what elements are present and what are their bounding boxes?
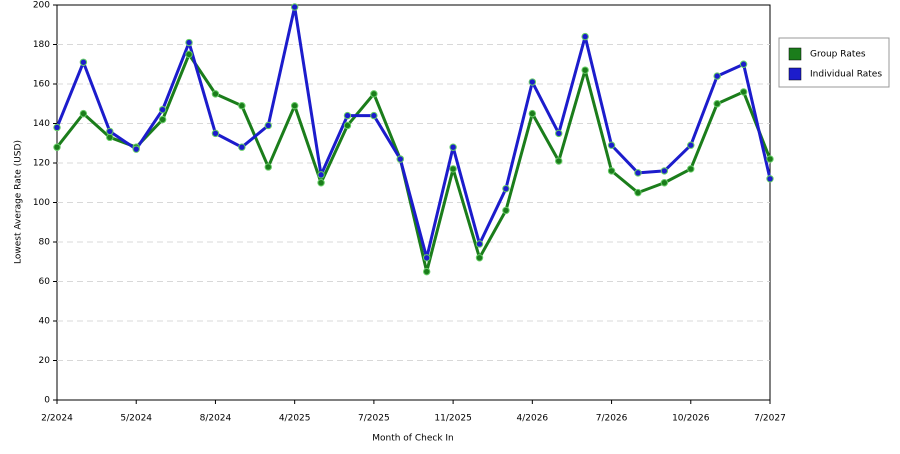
- point: [79, 109, 88, 118]
- point: [238, 143, 246, 151]
- point: [211, 129, 220, 138]
- y-tick-label: 160: [33, 80, 50, 90]
- point: [766, 155, 774, 163]
- y-tick-label: 140: [33, 119, 50, 129]
- point: [185, 38, 193, 47]
- point: [211, 90, 220, 98]
- point: [713, 72, 721, 80]
- point: [79, 58, 88, 66]
- point: [555, 129, 563, 138]
- x-tick-label: 7/2025: [358, 414, 390, 424]
- point: [528, 109, 537, 118]
- point: [158, 105, 167, 114]
- point: [53, 143, 61, 151]
- point: [687, 141, 695, 149]
- point: [396, 155, 404, 163]
- point: [370, 90, 378, 98]
- series-line: [55, 52, 772, 274]
- point: [290, 102, 299, 110]
- point: [660, 167, 669, 175]
- point: [317, 179, 325, 187]
- x-tick-label: 4/2025: [279, 414, 311, 424]
- x-tick-label: 7/2026: [596, 414, 628, 424]
- x-tick-label: 8/2024: [200, 414, 232, 424]
- point: [555, 157, 563, 165]
- point: [264, 121, 272, 130]
- point: [581, 32, 589, 41]
- x-tick-label: 4/2026: [516, 414, 548, 424]
- point: [158, 115, 167, 124]
- point: [53, 123, 61, 132]
- point: [238, 102, 246, 110]
- y-tick-label: 60: [39, 277, 51, 287]
- point: [106, 127, 114, 136]
- point: [475, 240, 484, 248]
- y-tick-label: 120: [33, 159, 50, 169]
- legend-swatch: [788, 67, 802, 81]
- legend-label: Group Rates: [810, 50, 866, 60]
- x-tick-label: 7/2027: [754, 414, 786, 424]
- x-tick-label: 10/2026: [672, 414, 710, 424]
- point: [317, 171, 325, 179]
- point: [713, 100, 721, 108]
- y-tick-label: 40: [39, 317, 51, 327]
- y-tick-label: 200: [33, 1, 50, 11]
- point: [607, 141, 616, 149]
- y-tick-label: 80: [39, 238, 51, 248]
- point: [185, 50, 193, 59]
- legend-swatch: [788, 47, 802, 61]
- point: [132, 145, 140, 153]
- y-axis-title: Lowest Average Rate (USD): [14, 140, 24, 264]
- point: [581, 66, 589, 74]
- point: [423, 254, 431, 262]
- y-tick-label: 0: [44, 396, 50, 406]
- point: [634, 188, 642, 197]
- point: [475, 254, 484, 262]
- point: [343, 111, 352, 120]
- point: [739, 60, 748, 68]
- y-tick-label: 20: [39, 356, 51, 366]
- legend-label: Individual Rates: [810, 70, 882, 80]
- point: [739, 88, 748, 96]
- point: [502, 206, 510, 215]
- x-axis-title: Month of Check In: [372, 434, 454, 444]
- point: [343, 121, 352, 130]
- point: [687, 165, 695, 173]
- point: [634, 169, 642, 177]
- point: [264, 163, 272, 171]
- point: [449, 143, 457, 151]
- point: [290, 3, 299, 11]
- plot-frame: [56, 4, 771, 401]
- x-tick-label: 2/2024: [41, 414, 73, 424]
- point: [502, 184, 510, 193]
- x-tick-label: 5/2024: [120, 414, 152, 424]
- point: [423, 267, 431, 276]
- y-tick-label: 100: [33, 198, 50, 208]
- point: [607, 167, 616, 175]
- point: [660, 179, 669, 187]
- point: [449, 165, 457, 173]
- point: [766, 175, 774, 183]
- series-line: [55, 5, 772, 260]
- x-tick-label: 11/2025: [434, 414, 471, 424]
- point: [528, 78, 537, 86]
- y-tick-label: 180: [33, 40, 50, 50]
- point: [370, 111, 378, 120]
